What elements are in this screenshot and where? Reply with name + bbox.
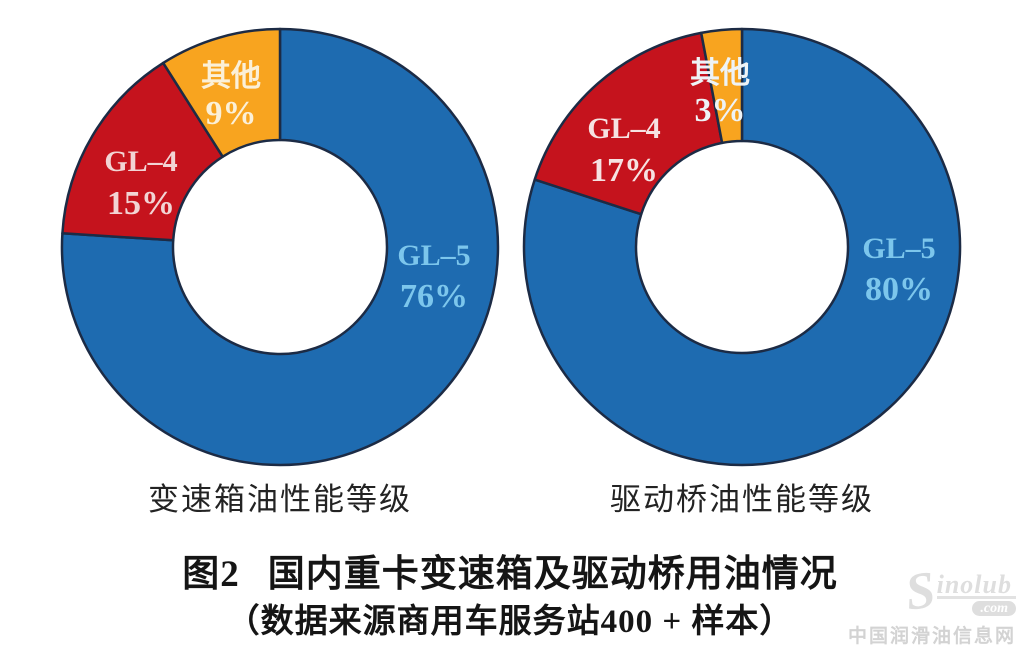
donut-slice-GL-5 [522,27,962,467]
figure-title-text: 国内重卡变速箱及驱动桥用油情况 [267,554,838,595]
slice-label-name: GL–4 [104,145,177,178]
donut-slice-其他 [699,27,744,145]
slice-label-value: 9% [206,95,257,132]
slice-label-name: GL–4 [587,112,660,145]
sinolub-logo-right: inolub .com [936,572,1016,616]
sinolub-logo-text: inolub [936,572,1016,599]
sinolub-logo: S inolub .com [844,561,1016,622]
watermark-sinolub: S inolub .com 中国润滑油信息网 [844,561,1016,648]
slice-label-name: GL–5 [397,239,470,272]
figure-subtitle: （数据来源商用车服务站400 + 样本） [226,604,794,640]
donut-chart-left: GL–5 76% GL–4 15% 其他9% [60,27,500,467]
watermark-site-name: 中国润滑油信息网 [847,626,1016,647]
slice-label-value: 17% [590,152,658,189]
figure-number: 图2 [182,554,240,595]
slice-label-value: 80% [865,271,933,308]
donut-slice-GL-5 [60,27,500,467]
donut-chart-right: GL–5 80% GL–4 17% 其他3% [522,27,962,467]
slice-label-name: 其他 [201,60,261,93]
slice-label-value: 15% [107,185,175,222]
donut-slice-其他 [161,27,282,158]
caption-right-chart: 驱动桥油性能等级 [610,482,874,517]
donut-slice-GL-4 [533,31,724,216]
caption-left-chart: 变速箱油性能等级 [148,482,412,517]
slice-label-value: 3% [695,92,746,129]
slice-label-name: GL–5 [862,232,935,265]
slice-label-value: 76% [400,278,468,315]
sinolub-logo-s-glyph: S [901,561,939,622]
donut-slice-GL-4 [61,61,224,242]
figure-title: 图2 国内重卡变速箱及驱动桥用油情况 [0,543,1020,597]
slice-label-name: 其他 [690,57,750,90]
sinolub-logo-com-badge: .com [972,601,1016,616]
